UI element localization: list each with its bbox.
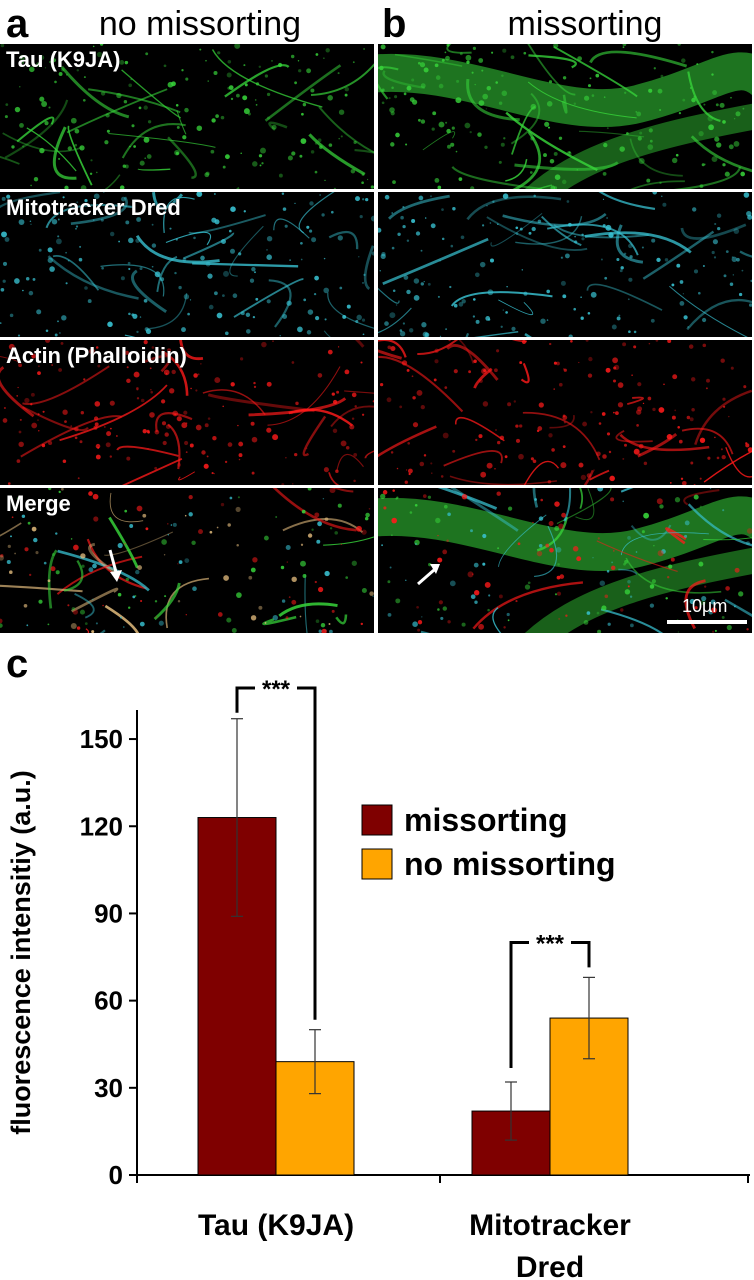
panel-b-title: missorting <box>507 5 663 43</box>
panel-a-letter: a <box>6 2 29 46</box>
scale-bar-label: 10µm <box>682 596 728 616</box>
x-category-label: Dred <box>516 1251 584 1280</box>
tile-tau-missorting <box>378 44 752 189</box>
tile-actin-no-missorting <box>0 340 374 485</box>
panel-b-letter: b <box>382 2 407 46</box>
legend-swatch <box>361 848 393 880</box>
legend-label: missorting <box>404 802 568 838</box>
significance-label-bg <box>529 934 571 953</box>
tile-merge-no-missorting <box>0 488 374 633</box>
panel-a-title: no missorting <box>98 5 302 43</box>
tile-tau-no-missorting <box>0 44 374 189</box>
y-tick-label: 90 <box>94 898 123 928</box>
arrow-icon-left <box>108 549 122 582</box>
row-label-mitotracker: Mitotracker Dred <box>6 195 181 220</box>
microscopy-grid: Tau (K9JA) Mitotracker Dred Actin (Phall… <box>0 44 754 633</box>
row-label-merge: Merge <box>6 491 71 516</box>
panel-c-letter: c <box>6 642 29 686</box>
x-category-label: Tau (K9JA) <box>198 1209 354 1242</box>
significance-label: *** <box>262 676 291 703</box>
y-axis-label: fluorescence intensitiy (a.u.) <box>6 770 36 1135</box>
y-tick-label: 0 <box>109 1160 123 1190</box>
y-tick-label: 150 <box>80 724 123 754</box>
significance-label-bg <box>255 680 297 698</box>
bar-chart: 0 30 60 90 120 150 fluorescence intensitiy (a.… <box>6 676 750 1280</box>
tile-mito-no-missorting <box>0 192 374 337</box>
y-tick-label: 30 <box>94 1073 123 1103</box>
tile-mito-missorting <box>378 192 752 337</box>
tile-actin-missorting <box>378 340 752 485</box>
row-label-actin: Actin (Phalloidin) <box>6 343 187 368</box>
tile-merge-missorting <box>378 488 752 633</box>
arrow-icon-right <box>417 564 440 586</box>
legend-label: no missorting <box>404 846 616 882</box>
legend-swatch <box>361 804 393 836</box>
scale-bar <box>667 620 747 624</box>
significance-label: *** <box>536 931 565 958</box>
y-tick-label: 60 <box>94 986 123 1016</box>
row-label-tau: Tau (K9JA) <box>6 47 121 72</box>
x-category-label: Mitotracker <box>469 1209 631 1242</box>
y-tick-label: 120 <box>80 811 123 841</box>
